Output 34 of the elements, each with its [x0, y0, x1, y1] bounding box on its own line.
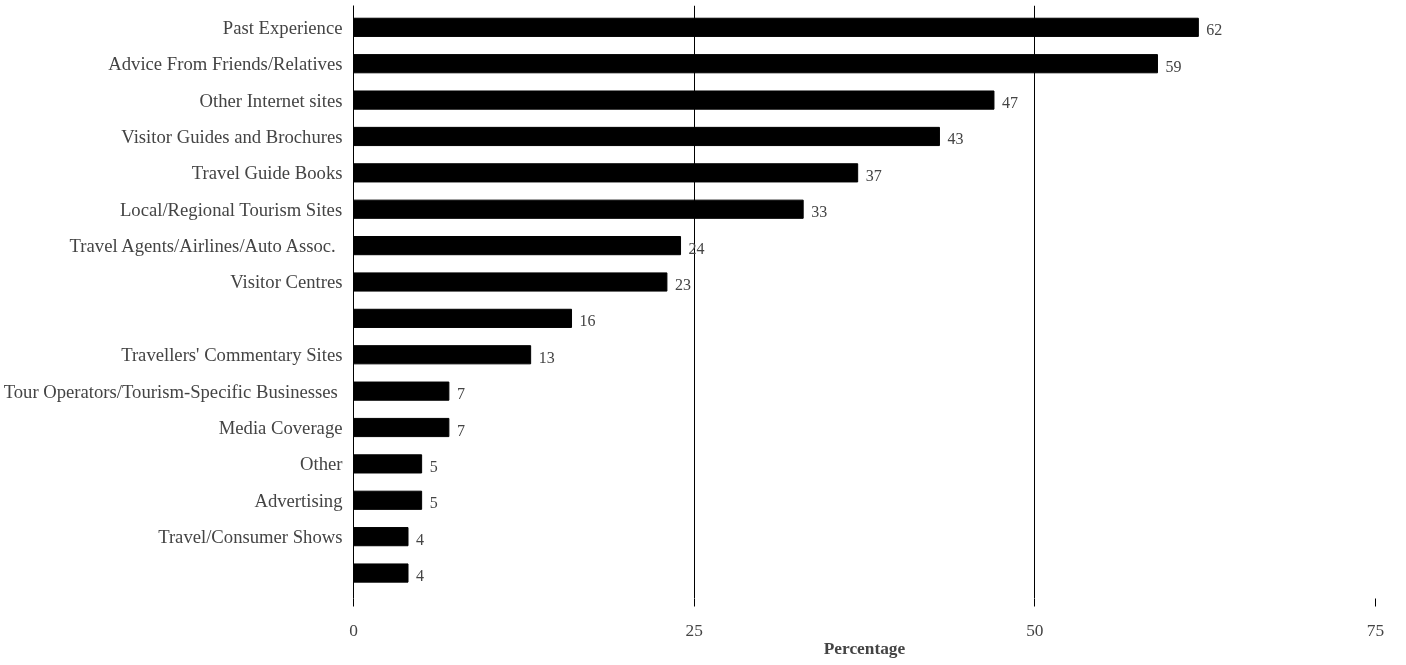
data-label: 59 — [1165, 57, 1182, 75]
data-label: 16 — [579, 312, 596, 330]
x-axis-title: Percentage — [823, 638, 906, 658]
x-tick-label: 0 — [349, 620, 358, 640]
data-label: 5 — [429, 494, 438, 512]
y-tick-label: Travel/Consumer Shows — [158, 526, 343, 548]
y-tick-label: Travel Guide Books — [191, 162, 343, 184]
y-tick-label: Advice From Friends/Relatives — [108, 53, 343, 75]
y-tick-label: Other — [300, 453, 344, 475]
y-tick-label: Other Internet sites — [199, 89, 343, 111]
data-label: 33 — [811, 203, 828, 221]
x-tick-label: 50 — [1026, 620, 1044, 640]
data-label: 5 — [429, 457, 438, 475]
y-tick-label: Tour Operators/Tourism-Specific Businesses — [3, 380, 338, 402]
y-tick-label: Travel Agents/Airlines/Auto Assoc. — [69, 235, 336, 257]
data-label: 4 — [416, 530, 425, 548]
y-tick-label: Past Experience — [222, 16, 343, 38]
y-tick-label: Visitor Guides and Brochures — [121, 125, 343, 147]
y-tick-label: Travellers' Commentary Sites — [121, 344, 343, 366]
y-tick-label: Visitor Centres — [230, 271, 343, 293]
data-label: 13 — [538, 348, 555, 366]
y-tick-label: Local/Regional Tourism Sites — [119, 198, 343, 220]
x-tick-label: 75 — [1366, 620, 1385, 640]
data-label: 47 — [1001, 94, 1018, 112]
data-label: 62 — [1206, 21, 1223, 39]
y-tick-label: Advertising — [254, 489, 343, 511]
data-label: 7 — [456, 421, 465, 439]
y-tick-label: Media Coverage — [218, 417, 343, 439]
data-label: 7 — [456, 385, 465, 403]
data-label: 23 — [674, 275, 691, 293]
x-tick-label: 25 — [685, 620, 703, 640]
data-label: 4 — [416, 567, 425, 585]
data-label: 43 — [947, 130, 964, 148]
data-label: 37 — [865, 166, 882, 184]
